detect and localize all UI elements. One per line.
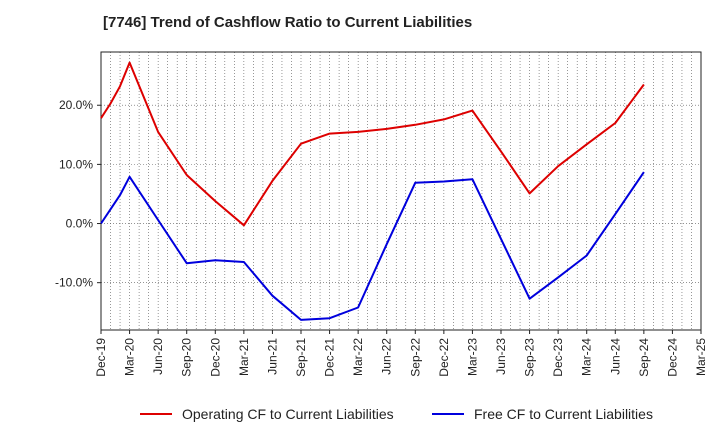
x-tick-label: Dec-19 xyxy=(94,338,108,377)
x-tick-label: Mar-22 xyxy=(351,338,365,376)
x-tick-label: Jun-24 xyxy=(608,338,622,375)
x-tick-label: Jun-21 xyxy=(265,338,279,375)
x-tick-label: Mar-24 xyxy=(580,338,594,376)
legend: Operating CF to Current Liabilities Free … xyxy=(140,406,653,422)
y-axis-ticks: 20.0% 10.0% 0.0% -10.0% xyxy=(55,98,101,290)
legend-label: Free CF to Current Liabilities xyxy=(474,406,653,422)
x-tick-label: Sep-24 xyxy=(637,338,651,377)
series-layer xyxy=(100,61,645,321)
x-tick-label: Sep-20 xyxy=(180,338,194,377)
horizontal-gridlines xyxy=(101,104,701,283)
legend-label: Operating CF to Current Liabilities xyxy=(182,406,394,422)
chart-title: [7746] Trend of Cashflow Ratio to Curren… xyxy=(103,14,473,31)
x-tick-label: Jun-23 xyxy=(494,338,508,375)
x-tick-label: Dec-22 xyxy=(437,338,451,377)
vertical-gridlines xyxy=(110,52,692,330)
x-tick-label: Mar-23 xyxy=(465,338,479,376)
x-tick-label: Dec-24 xyxy=(665,338,679,377)
x-tick-label: Mar-25 xyxy=(694,338,708,376)
x-tick-label: Jun-22 xyxy=(380,338,394,375)
y-tick-label: 10.0% xyxy=(59,157,93,171)
series-line-free-cf xyxy=(100,171,645,321)
y-tick-label: 20.0% xyxy=(59,98,93,112)
x-tick-label: Dec-20 xyxy=(208,338,222,377)
series-line-operating-cf xyxy=(100,61,645,227)
x-tick-label: Mar-21 xyxy=(237,338,251,376)
x-axis-ticks: Dec-19 Mar-20 Jun-20 Sep-20 Dec-20 Mar-21 Jun-… xyxy=(94,330,708,377)
plot-area-frame xyxy=(100,51,702,331)
x-tick-label: Dec-23 xyxy=(551,338,565,377)
y-tick-label: 0.0% xyxy=(66,217,94,231)
x-tick-label: Sep-21 xyxy=(294,338,308,377)
x-tick-label: Dec-21 xyxy=(323,338,337,377)
x-tick-label: Jun-20 xyxy=(151,338,165,375)
x-tick-label: Sep-22 xyxy=(408,338,422,377)
x-tick-label: Mar-20 xyxy=(123,338,137,376)
y-tick-label: -10.0% xyxy=(55,276,93,290)
x-tick-label: Sep-23 xyxy=(523,338,537,377)
